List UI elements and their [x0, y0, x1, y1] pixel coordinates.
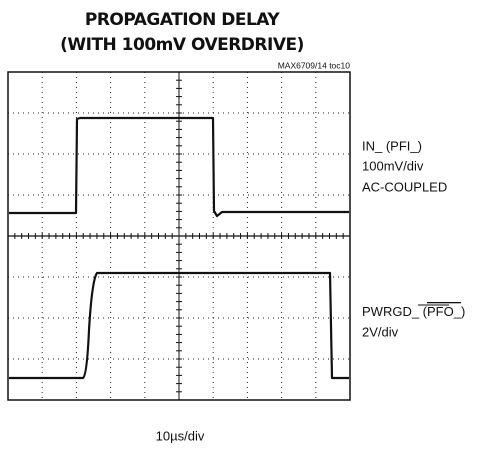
- channel-scale: 2V/div: [362, 324, 399, 339]
- waveform-pwrgd: [9, 271, 349, 380]
- label-part-overlined: PFO_: [427, 304, 462, 319]
- timebase: 10µs/div: [156, 428, 205, 443]
- waveform-in: [9, 116, 349, 218]
- figure-tag: MAX6709/14 toc10: [278, 60, 351, 70]
- scope-frame: [7, 71, 351, 401]
- channel-label: IN_ (PFI_): [362, 138, 422, 153]
- label-part: ): [461, 304, 465, 319]
- title-line: (WITH 100mV OVERDRIVE): [60, 35, 304, 55]
- scope-grid: [8, 72, 350, 400]
- label-part: PWRGD_ (: [362, 304, 428, 319]
- channel-label: PWRGD_ (PFO_): [362, 304, 465, 319]
- title-line: PROPAGATION DELAY: [85, 10, 280, 30]
- channel-coupling: AC-COUPLED: [362, 179, 447, 194]
- channel-scale: 100mV/div: [362, 158, 424, 173]
